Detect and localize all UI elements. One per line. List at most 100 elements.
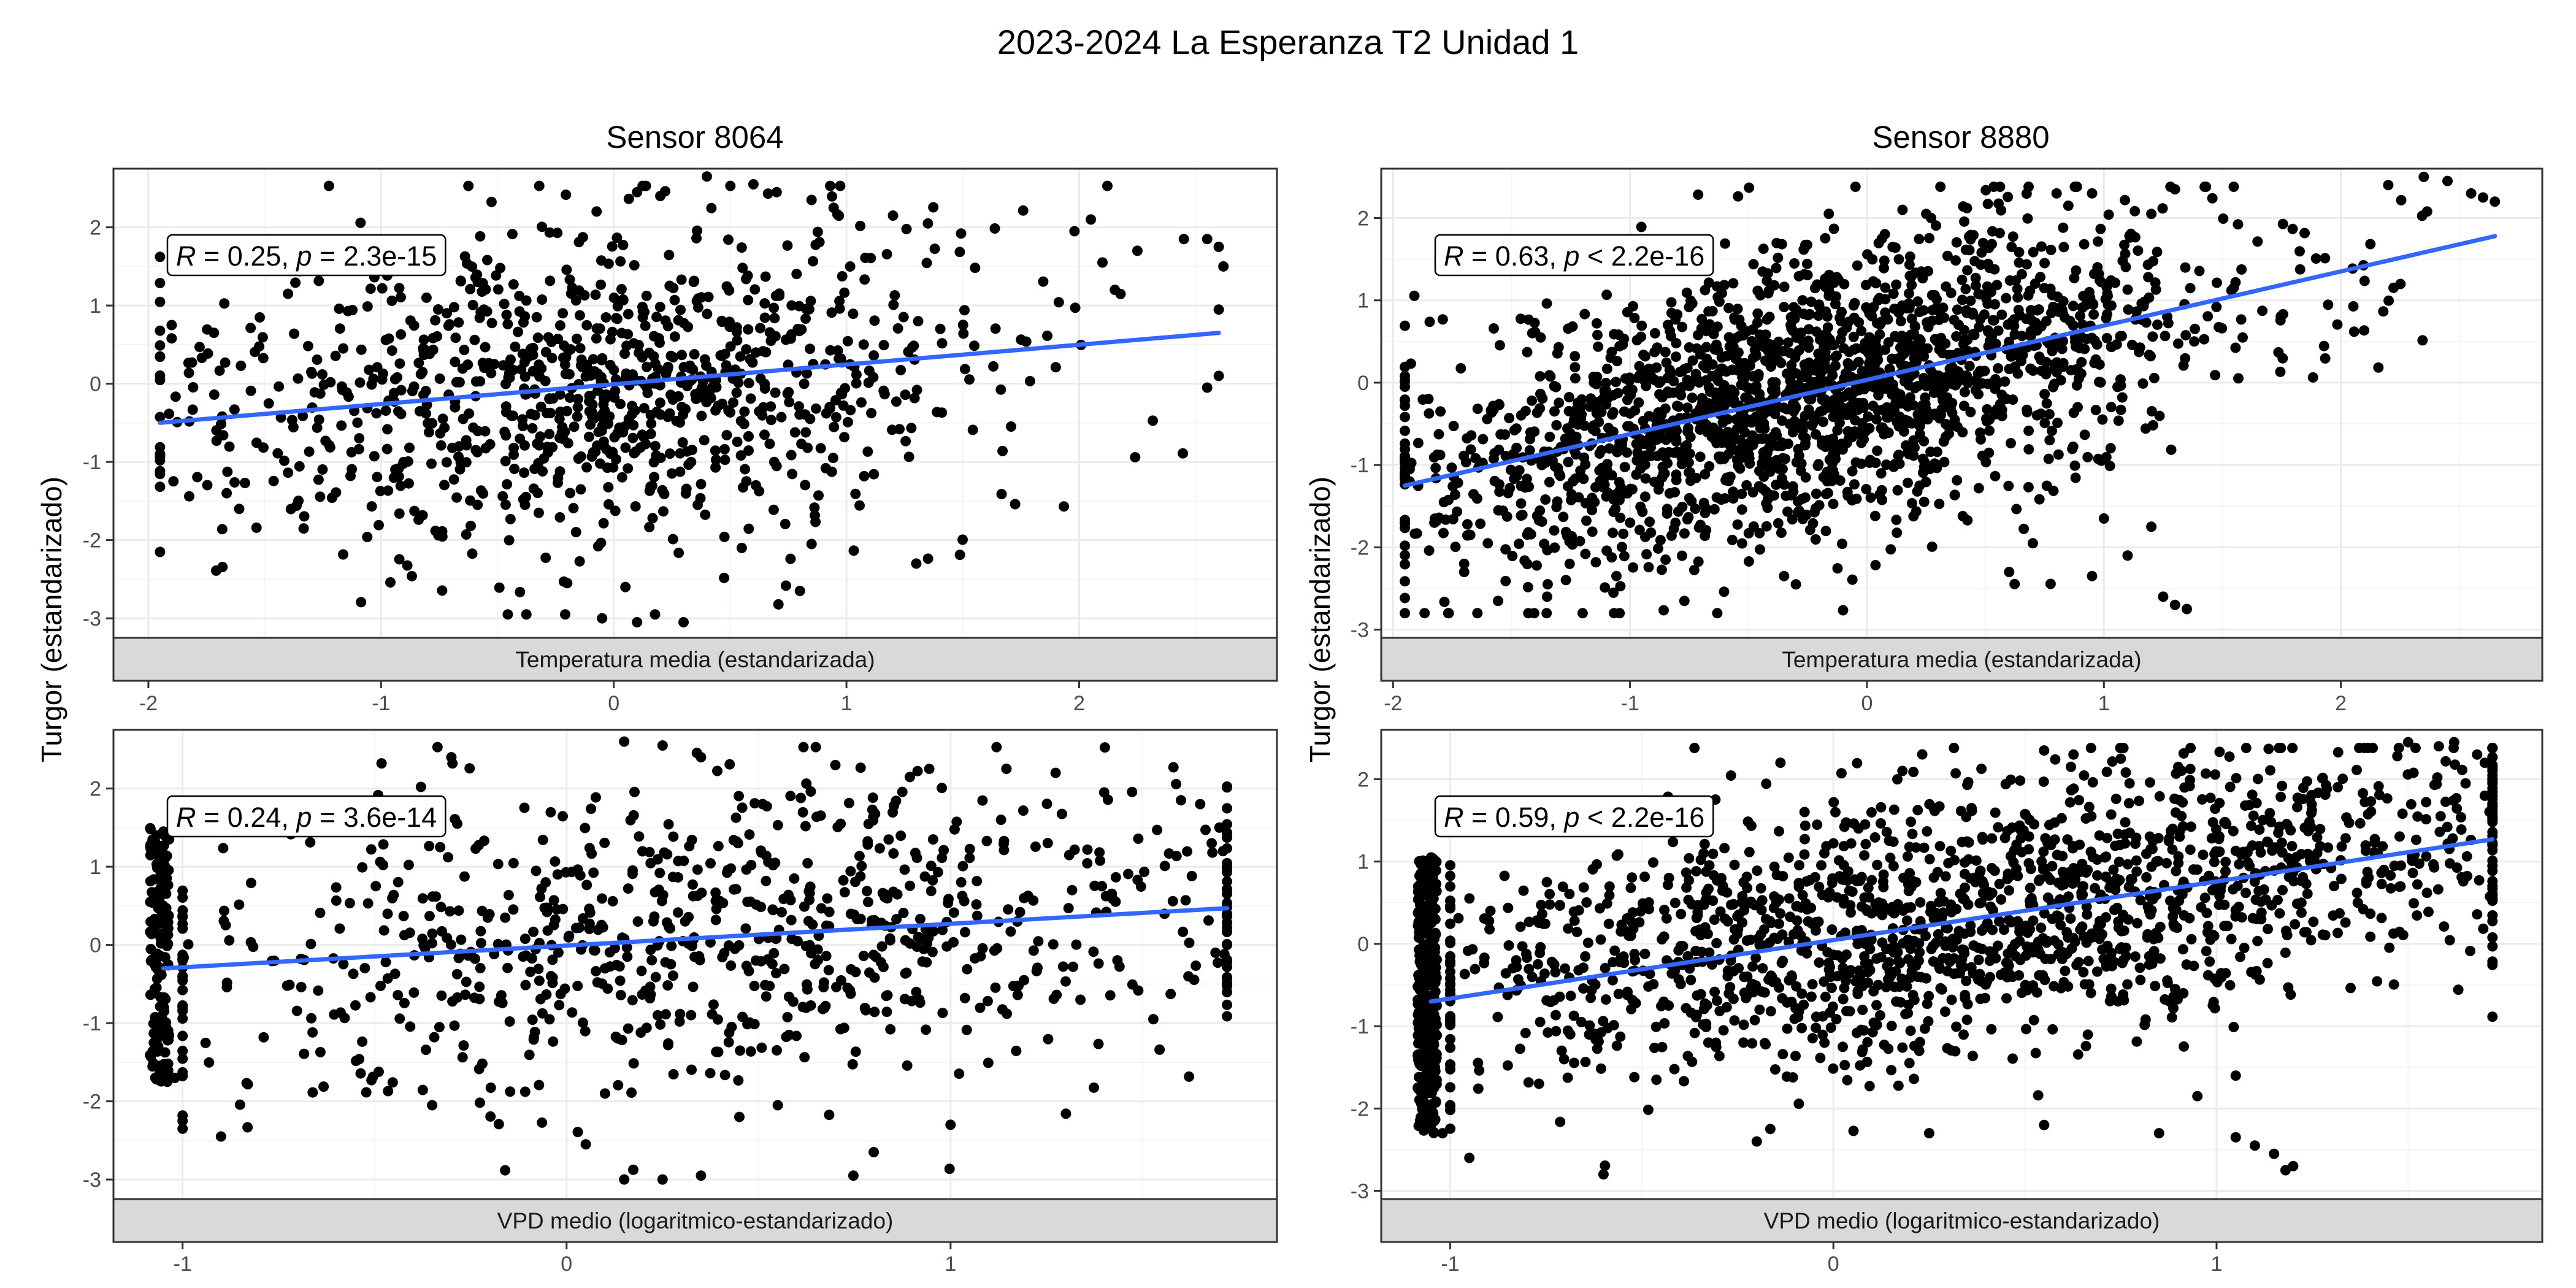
data-point: [862, 886, 872, 897]
data-point: [1067, 884, 1078, 895]
data-point: [1923, 318, 1934, 329]
data-point: [408, 987, 420, 998]
data-point: [1887, 242, 1898, 253]
data-point: [1617, 488, 1628, 499]
data-point: [2093, 236, 2104, 247]
y-tick-label: -1: [83, 1012, 101, 1035]
data-point: [711, 903, 722, 914]
data-point: [1960, 334, 1971, 345]
data-point: [803, 886, 815, 897]
data-point: [1766, 385, 1777, 396]
data-point: [1602, 459, 1613, 470]
y-tick-label: -2: [1351, 1097, 1369, 1121]
data-point: [900, 435, 911, 447]
data-point: [666, 940, 677, 951]
data-point: [1424, 545, 1435, 556]
data-point: [2383, 180, 2394, 191]
data-point: [1709, 504, 1720, 515]
data-point: [625, 815, 636, 826]
data-point: [1787, 514, 1798, 525]
data-point: [1923, 1128, 1934, 1139]
data-point: [2373, 362, 2384, 373]
data-point: [224, 441, 235, 452]
data-point: [2315, 824, 2326, 835]
data-point: [448, 302, 459, 313]
y-tick-label: -3: [83, 1168, 101, 1192]
data-point: [1906, 498, 1917, 508]
data-point: [513, 326, 523, 337]
data-point: [403, 859, 414, 870]
data-point: [2033, 304, 2044, 315]
data-point: [1976, 259, 1987, 270]
data-point: [716, 316, 727, 328]
data-point: [1089, 880, 1100, 891]
data-point: [255, 312, 265, 323]
data-point: [1681, 287, 1692, 298]
data-point: [1643, 1105, 1654, 1115]
data-point: [1503, 902, 1514, 913]
data-point: [1653, 484, 1664, 495]
data-point: [1495, 429, 1506, 440]
data-point: [768, 504, 779, 515]
data-point: [1669, 487, 1681, 498]
data-point: [600, 312, 611, 323]
data-point: [1701, 362, 1712, 374]
data-point: [2296, 907, 2307, 918]
y-tick-label: -3: [1351, 1180, 1369, 1203]
data-point: [1420, 1007, 1432, 1018]
data-point: [374, 1067, 384, 1077]
data-point: [735, 1045, 746, 1056]
data-point: [959, 992, 970, 1003]
data-point: [572, 402, 583, 413]
data-point: [1633, 397, 1644, 408]
data-point: [1728, 397, 1739, 408]
data-point: [745, 1046, 756, 1057]
data-point: [567, 282, 578, 293]
data-point: [584, 903, 595, 914]
data-point: [827, 453, 838, 464]
data-point: [728, 397, 738, 408]
data-point: [1514, 465, 1525, 476]
data-point: [2036, 241, 2047, 252]
data-point: [1578, 473, 1589, 485]
data-point: [1696, 398, 1708, 409]
data-point: [518, 494, 529, 505]
data-point: [736, 542, 747, 553]
data-point: [1920, 477, 1931, 488]
data-point: [377, 283, 388, 294]
data-point: [1520, 1027, 1531, 1038]
data-point: [2072, 366, 2083, 377]
data-point: [1424, 1121, 1435, 1132]
x-tick-label: -1: [1621, 692, 1639, 715]
data-point: [1549, 381, 1560, 392]
data-point: [2233, 219, 2244, 230]
y-tick-label: -3: [1351, 619, 1369, 642]
data-point: [1478, 434, 1489, 445]
data-point: [1587, 505, 1598, 516]
data-point: [1207, 847, 1218, 858]
data-point: [632, 916, 643, 927]
data-point: [1887, 407, 1898, 418]
data-point: [1776, 527, 1787, 539]
data-point: [1427, 944, 1438, 955]
data-point: [2122, 550, 2133, 561]
data-point: [540, 347, 551, 358]
data-point: [1517, 941, 1528, 952]
data-point: [475, 231, 486, 242]
data-point: [317, 369, 328, 380]
data-point: [1400, 444, 1411, 454]
data-point: [737, 263, 748, 274]
data-point: [835, 818, 846, 829]
data-point: [1949, 489, 1960, 500]
data-point: [881, 1006, 892, 1018]
data-point: [432, 742, 443, 753]
data-point: [692, 225, 703, 236]
data-point: [610, 505, 621, 516]
data-point: [2006, 242, 2017, 253]
data-point: [1790, 579, 1801, 590]
data-point: [1918, 305, 1929, 316]
data-point: [443, 852, 453, 863]
data-point: [760, 271, 771, 282]
data-point: [575, 451, 586, 462]
data-point: [854, 500, 865, 511]
